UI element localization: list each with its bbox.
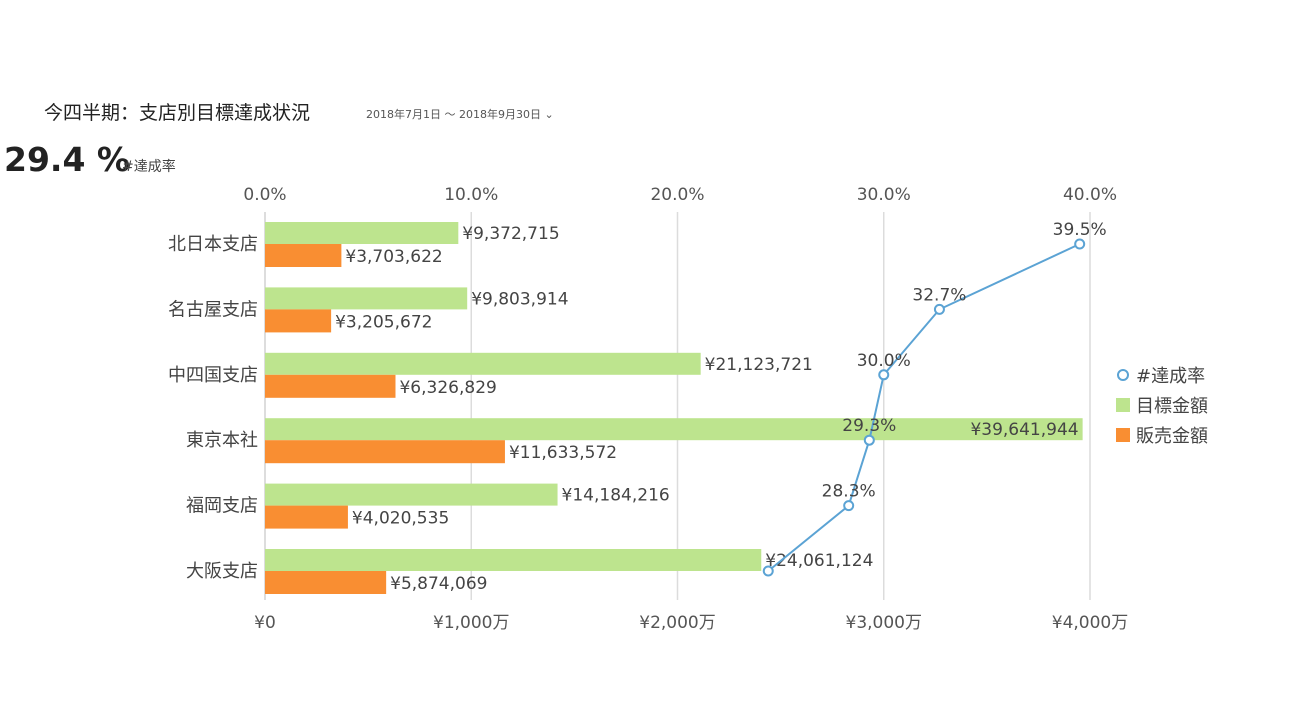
x-tick-label-top: 20.0%: [650, 185, 704, 205]
rate-label: 32.7%: [912, 285, 966, 305]
rate-point: [762, 565, 774, 577]
bar-sales: [265, 374, 396, 398]
category-label: 中四国支店: [168, 365, 258, 386]
bar-label-target: ¥9,372,715: [462, 224, 559, 244]
bar-sales: [265, 571, 387, 594]
bar-sales: [265, 244, 342, 267]
chart-title: 今四半期：支店別目標達成状況: [44, 102, 311, 124]
rate-point: [843, 500, 855, 512]
rate-label: 28.3%: [822, 482, 876, 502]
bar-target: [265, 549, 762, 571]
bar-label-target: ¥21,123,721: [705, 355, 813, 375]
bar-target: [265, 222, 459, 244]
bar-sales: [265, 309, 332, 333]
date-range-label: 2018年7月1日 ～ 2018年9月30日: [366, 108, 541, 121]
bar-label-sales: ¥5,874,069: [390, 574, 487, 594]
legend-sales-label: 販売金額: [1136, 426, 1208, 447]
rate-label: 29.3%: [842, 416, 896, 436]
bar-sales: [265, 505, 348, 529]
bar-label-sales: ¥3,703,622: [345, 247, 442, 267]
x-tick-label-bottom: ¥4,000万: [1052, 613, 1128, 633]
date-range-dropdown[interactable]: 2018年7月1日 ～ 2018年9月30日 ⌄: [366, 106, 554, 122]
x-tick-label-bottom: ¥1,000万: [433, 613, 509, 633]
rate-point: [933, 303, 945, 315]
kpi-label: #達成率: [122, 159, 176, 175]
legend-rate-icon: [1117, 369, 1129, 381]
bar-label-target: ¥14,184,216: [562, 486, 670, 506]
rate-label: 39.5%: [1053, 220, 1107, 240]
category-label: 大阪支店: [186, 561, 258, 582]
bar-label-target: ¥39,641,944: [970, 420, 1078, 440]
bar-label-target: ¥9,803,914: [471, 289, 568, 309]
legend-target-icon: [1116, 398, 1130, 412]
bar-target: [265, 483, 558, 506]
bar-label-sales: ¥11,633,572: [509, 443, 617, 463]
x-tick-label-top: 10.0%: [444, 185, 498, 205]
chevron-down-icon: ⌄: [544, 108, 554, 121]
category-label: 名古屋支店: [168, 299, 258, 320]
rate-label: 30.0%: [857, 351, 911, 371]
bar-label-target: ¥24,061,124: [765, 551, 873, 571]
bar-target: [265, 287, 468, 310]
kpi-value: 29.4 %: [4, 140, 130, 179]
legend-target-label: 目標金額: [1136, 396, 1208, 417]
x-tick-label-bottom: ¥3,000万: [846, 613, 922, 633]
legend-sales-icon: [1116, 428, 1130, 442]
bar-label-sales: ¥3,205,672: [335, 312, 432, 332]
bar-label-sales: ¥4,020,535: [352, 509, 449, 529]
x-tick-label-bottom: ¥0: [254, 613, 276, 633]
x-tick-label-top: 0.0%: [243, 185, 286, 205]
category-label: 東京本社: [186, 430, 258, 451]
bar-target: [265, 418, 1083, 441]
bar-label-sales: ¥6,326,829: [399, 378, 496, 398]
bar-sales: [265, 440, 505, 464]
x-tick-label-top: 30.0%: [857, 185, 911, 205]
category-label: 北日本支店: [168, 234, 258, 255]
x-tick-label-top: 40.0%: [1063, 185, 1117, 205]
rate-point: [1074, 238, 1086, 250]
x-tick-label-bottom: ¥2,000万: [639, 613, 715, 633]
rate-line: [767, 243, 1081, 572]
rate-point: [863, 434, 875, 446]
legend-rate-label: #達成率: [1136, 366, 1205, 387]
bar-target: [265, 352, 701, 375]
category-label: 福岡支店: [186, 496, 258, 517]
rate-point: [878, 369, 890, 381]
